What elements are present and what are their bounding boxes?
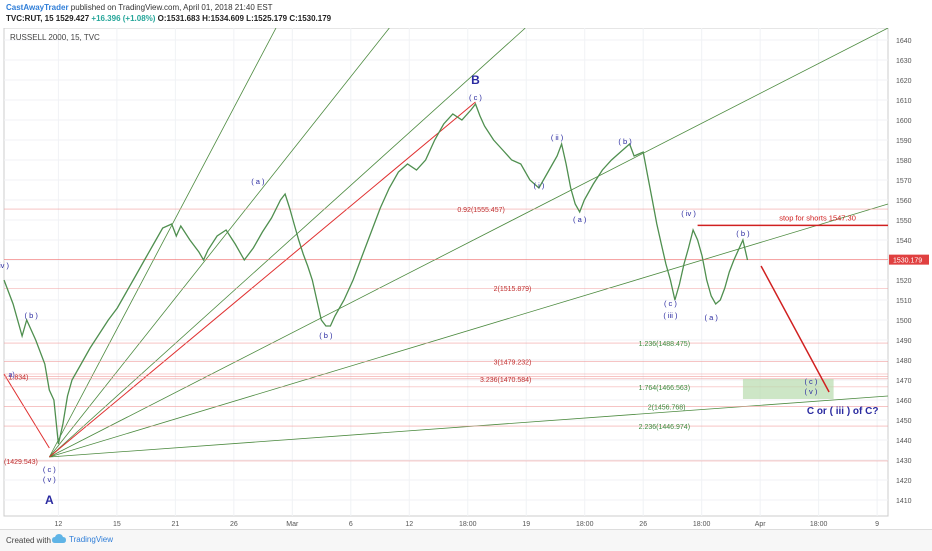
created-with-label: Created with: [6, 536, 51, 545]
footer-bar: Created with TradingView: [0, 529, 932, 551]
wave-label: ( c ): [43, 465, 56, 474]
y-tick-label: 1510: [896, 298, 912, 305]
author-link[interactable]: CastAwayTrader: [6, 3, 69, 12]
wave-label: C or ( iii ) of C?: [807, 406, 879, 417]
last-price-tag: [889, 254, 929, 265]
symbol-price: TVC:RUT, 15 1529.427: [6, 14, 90, 23]
projection-arrow: [760, 265, 830, 393]
y-tick-label: 1460: [896, 398, 912, 405]
price-chart[interactable]: 1410 1420 1430 1440 1450 1460 1470 1480 1490 1500…: [0, 28, 932, 528]
x-tick-label: 18:00: [459, 521, 477, 528]
wave-label: ( b ): [618, 137, 632, 146]
wave-label: ( v ): [804, 387, 817, 396]
y-tick-label: 1450: [896, 418, 912, 425]
wave-label: ( b ): [319, 331, 333, 340]
fan-line-red: [3, 373, 50, 449]
y-tick-label: 1490: [896, 338, 912, 345]
y-tick-label: 1480: [896, 358, 912, 365]
fib-level-label: 3.236(1470.584): [480, 377, 531, 384]
y-tick-label: 1420: [896, 478, 912, 485]
price-change: +16.396 (+1.08%): [91, 14, 156, 23]
fib-level-label: 1.834): [9, 374, 29, 381]
y-tick-label: 1560: [896, 198, 912, 205]
wave-label: ( c ): [664, 299, 677, 308]
y-tick-label: 1440: [896, 438, 912, 445]
x-tick-label: 19: [522, 521, 530, 528]
fib-level-label: 2(1515.879): [494, 286, 532, 293]
fan-line: [48, 28, 277, 458]
y-tick-label: 1600: [896, 118, 912, 125]
y-tick-label: 1590: [896, 138, 912, 145]
publish-info: CastAwayTrader published on TradingView.…: [6, 3, 273, 12]
y-tick-label: 1470: [896, 378, 912, 385]
x-tick-label: 12: [405, 521, 413, 528]
y-tick-label: 1570: [896, 178, 912, 185]
fan-line: [49, 28, 390, 458]
wave-label: ( a ): [573, 215, 587, 224]
wave-label: ( b ): [736, 229, 750, 238]
wave-label: ( ii ): [551, 133, 564, 142]
fib-level-label: 2.236(1446.974): [639, 424, 690, 431]
ohlc-line: TVC:RUT, 15 1529.427 +16.396 (+1.08%) O:…: [6, 14, 331, 23]
wave-label: ( a ): [251, 177, 265, 186]
cloud-logo-icon: [52, 534, 66, 543]
x-tick-label: 26: [639, 521, 647, 528]
y-tick-label: 1620: [896, 78, 912, 85]
wave-label: iv ): [0, 261, 10, 270]
wave-label: B: [471, 73, 480, 87]
wave-label: ( v ): [43, 475, 56, 484]
tradingview-brand[interactable]: TradingView: [52, 534, 113, 544]
fib-level-label: 1.764(1466.563): [639, 385, 690, 392]
fan-line: [49, 28, 526, 458]
fan-line-red: [49, 101, 476, 458]
y-tick-label: 1630: [896, 58, 912, 65]
x-tick-label: 12: [55, 521, 63, 528]
wave-label: ( c ): [804, 377, 817, 386]
wave-label: ( iv ): [681, 209, 696, 218]
last-price-label: 1530.179: [893, 258, 922, 265]
x-tick-label: 18:00: [576, 521, 594, 528]
x-tick-label: 18:00: [810, 521, 828, 528]
x-tick-label: 26: [230, 521, 238, 528]
x-tick-label: 6: [349, 521, 353, 528]
y-tick-label: 1610: [896, 98, 912, 105]
price-series-line: [3, 102, 749, 445]
publish-text: published on TradingView.com, April 01, …: [70, 3, 273, 12]
fib-level-label: 0.92(1555.457): [457, 207, 504, 214]
wave-label: ( c ): [469, 93, 482, 102]
target-zone: [742, 379, 834, 399]
y-tick-label: 1640: [896, 38, 912, 45]
chart-header: CastAwayTrader published on TradingView.…: [0, 0, 932, 28]
fib-level-label: 1.236(1488.475): [639, 341, 690, 348]
wave-label: ( a ): [705, 313, 719, 322]
chart-title: RUSSELL 2000, 15, TVC: [10, 33, 100, 42]
x-tick-label: 15: [113, 521, 121, 528]
fan-line: [49, 203, 889, 458]
ohlc-values: O:1531.683 H:1534.609 L:1525.179 C:1530.…: [157, 14, 332, 23]
x-tick-label: Mar: [286, 521, 299, 528]
fib-level-label: 3(1479.232): [494, 360, 532, 367]
wave-label: ( iii ): [663, 311, 678, 320]
plot-area: [3, 28, 889, 517]
fan-line: [49, 28, 889, 458]
x-tick-label: Apr: [755, 521, 767, 528]
y-tick-label: 1520: [896, 278, 912, 285]
wave-label: ( b ): [25, 311, 39, 320]
y-tick-label: 1550: [896, 218, 912, 225]
y-tick-label: 1580: [896, 158, 912, 165]
brand-label: TradingView: [69, 534, 114, 544]
wave-label: A: [45, 493, 54, 507]
y-tick-label: 1500: [896, 318, 912, 325]
wave-label: ( i ): [534, 181, 545, 190]
y-tick-label: 1430: [896, 458, 912, 465]
stop-label: stop for shorts 1547.30: [779, 213, 856, 222]
fib-level-label: a): [9, 372, 15, 379]
y-tick-label: 1540: [896, 238, 912, 245]
y-tick-label: 1410: [896, 498, 912, 505]
x-tick-label: 21: [171, 521, 179, 528]
x-tick-label: 9: [875, 521, 879, 528]
fib-level-label: (1429.543): [4, 459, 38, 466]
x-tick-label: 18:00: [693, 521, 711, 528]
fib-level-label: 2(1456.768): [648, 404, 686, 411]
